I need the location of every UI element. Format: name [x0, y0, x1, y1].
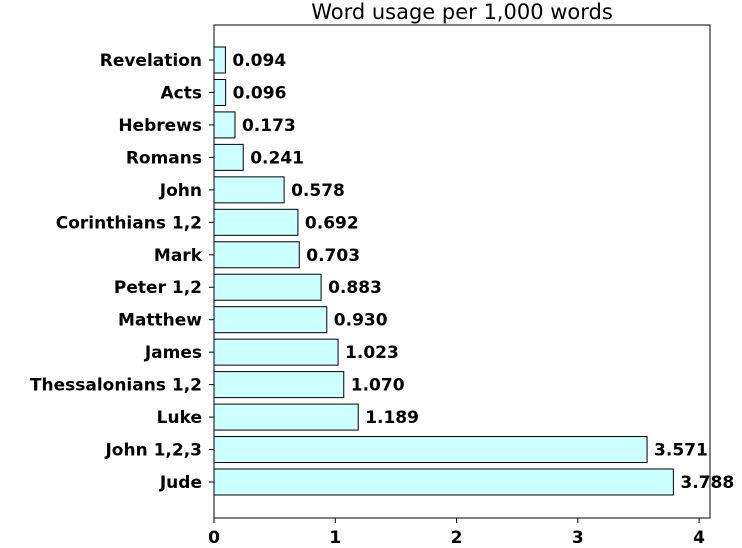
y-tick-label: John	[159, 181, 202, 201]
y-tick-label: Corinthians 1,2	[56, 213, 202, 233]
data-label: 3.788	[680, 473, 734, 493]
bar	[213, 403, 359, 431]
bar	[213, 78, 227, 106]
bar	[213, 208, 299, 236]
bar	[213, 371, 345, 399]
y-tick-label: Matthew	[118, 311, 202, 331]
data-label: 0.883	[328, 278, 382, 298]
y-tick-label: Hebrews	[118, 116, 202, 136]
x-tick-label: 2	[451, 528, 463, 548]
y-tick-label: Peter 1,2	[114, 278, 202, 298]
data-label: 0.096	[233, 83, 287, 103]
bar	[213, 338, 339, 366]
data-label: 0.173	[242, 116, 296, 136]
y-tick-label: Revelation	[100, 51, 202, 71]
bar	[213, 468, 674, 496]
data-label: 1.023	[345, 343, 399, 363]
data-label: 1.070	[351, 376, 405, 396]
y-tick-label: Mark	[154, 246, 203, 266]
data-label: 0.692	[305, 213, 359, 233]
y-tick-label: Thessalonians 1,2	[30, 376, 202, 396]
data-label: 0.241	[250, 148, 304, 168]
x-tick-label: 3	[572, 528, 584, 548]
x-tick-label: 0	[208, 528, 220, 548]
data-label: 0.703	[306, 246, 360, 266]
plot-frame	[213, 24, 711, 519]
data-label: 0.578	[291, 181, 345, 201]
y-tick-label: Romans	[126, 148, 202, 168]
y-tick-label: Luke	[157, 408, 202, 428]
bar	[213, 176, 285, 204]
bar	[213, 111, 236, 139]
y-tick-label: Acts	[161, 83, 202, 103]
x-tick-label: 1	[329, 528, 341, 548]
x-tick-label: 4	[693, 528, 705, 548]
bar	[213, 46, 226, 74]
y-tick-label: James	[144, 343, 202, 363]
data-label: 0.094	[232, 51, 286, 71]
y-tick-label: John 1,2,3	[104, 441, 202, 461]
bar	[213, 241, 300, 269]
data-label: 1.189	[365, 408, 419, 428]
data-label: 3.571	[654, 441, 708, 461]
bar	[213, 306, 328, 334]
data-label: 0.930	[334, 311, 388, 331]
y-tick-label: Jude	[159, 473, 202, 493]
bar	[213, 143, 244, 171]
bar	[213, 436, 648, 464]
chart-title: Word usage per 1,000 words	[311, 0, 613, 24]
bar	[213, 273, 322, 301]
